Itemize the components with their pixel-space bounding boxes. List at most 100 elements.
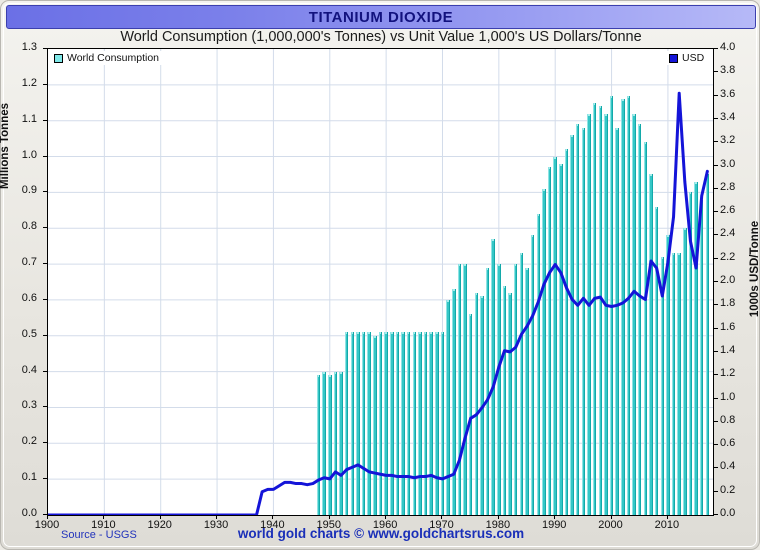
y-right-tick-0.4: 0.4 xyxy=(720,460,736,473)
bar-1968 xyxy=(429,332,433,515)
y-right-tickmark xyxy=(713,327,718,329)
x-tickmark xyxy=(216,515,218,519)
bar-1948 xyxy=(316,375,321,515)
y-right-tickmark xyxy=(713,304,718,306)
bar-1956 xyxy=(361,332,366,515)
bar-series-world-consumption xyxy=(48,49,713,515)
y-right-tickmark xyxy=(713,211,718,213)
bar-1984 xyxy=(519,253,524,515)
y-left-tick-0.3: 0.3 xyxy=(21,399,37,412)
y-right-tick-1.2: 1.2 xyxy=(720,367,736,380)
bar-2003 xyxy=(626,95,631,515)
y-right-tick-0.8: 0.8 xyxy=(720,413,736,426)
bar-1967 xyxy=(423,332,428,515)
bar-1970 xyxy=(440,332,445,515)
y-left-tick-1.1: 1.1 xyxy=(21,112,37,125)
bar-1959 xyxy=(378,332,383,515)
bar-1953 xyxy=(344,332,349,515)
x-tickmark xyxy=(47,515,48,519)
bar-1957 xyxy=(367,332,371,515)
bar-1963 xyxy=(401,332,405,515)
x-tickmark xyxy=(441,515,443,519)
y-left-tickmark xyxy=(43,227,47,229)
bar-1988 xyxy=(542,188,546,515)
y-right-tickmark xyxy=(713,141,718,143)
bar-1949 xyxy=(322,371,326,515)
x-tickmark xyxy=(328,515,330,519)
y-left-tick-0.0: 0.0 xyxy=(21,507,37,519)
y-left-tickmark xyxy=(43,155,47,157)
y-right-tick-3.6: 3.6 xyxy=(720,87,736,100)
x-tick-1930: 1930 xyxy=(203,519,229,531)
bar-2013 xyxy=(683,228,687,515)
y-right-tickmark xyxy=(713,467,718,469)
x-tick-2000: 2000 xyxy=(598,519,623,531)
y-left-tick-1.0: 1.0 xyxy=(21,148,37,161)
plot-area xyxy=(47,48,714,516)
y-left-tickmark xyxy=(43,48,47,49)
y-right-tick-1.4: 1.4 xyxy=(720,343,736,356)
bar-1989 xyxy=(547,167,552,515)
x-tickmark xyxy=(272,515,274,519)
source-note: Source - USGS xyxy=(61,529,137,541)
bar-1986 xyxy=(530,235,535,515)
y-left-tickmark xyxy=(43,478,47,480)
bar-1964 xyxy=(406,332,411,515)
y-right-tickmark xyxy=(713,374,718,376)
y-left-tick-0.1: 0.1 xyxy=(21,471,37,484)
y-right-tick-1.0: 1.0 xyxy=(720,390,736,403)
legend-world-consumption: World Consumption xyxy=(51,51,163,65)
y-right-tickmark xyxy=(713,350,718,352)
bar-1979 xyxy=(491,239,495,515)
bar-1973 xyxy=(457,264,462,515)
y-left-tickmark xyxy=(43,442,47,444)
y-left-tick-1.2: 1.2 xyxy=(21,76,37,89)
bar-1962 xyxy=(395,332,400,515)
bar-1978 xyxy=(485,267,490,515)
bar-1958 xyxy=(373,335,377,515)
bar-2005 xyxy=(637,124,642,515)
y-left-tick-0.7: 0.7 xyxy=(21,256,37,269)
bar-1980 xyxy=(497,264,501,515)
bar-2015 xyxy=(694,181,698,515)
y-right-tickmark xyxy=(713,514,718,515)
y-right-tick-2.2: 2.2 xyxy=(720,250,736,263)
y-right-tickmark xyxy=(713,164,718,166)
x-tickmark xyxy=(666,515,668,519)
chart-subtitle: World Consumption (1,000,000's Tonnes) v… xyxy=(120,29,642,45)
legend-swatch-consumption xyxy=(54,53,63,63)
x-tick-2010: 2010 xyxy=(654,519,680,531)
bar-1982 xyxy=(508,292,512,515)
x-tickmark xyxy=(610,515,612,519)
copyright-note: world gold charts © www.goldchartsrus.co… xyxy=(237,526,525,541)
bar-1965 xyxy=(412,332,417,515)
legend-label-consumption: World Consumption xyxy=(67,52,160,64)
bar-1960 xyxy=(384,332,388,515)
bar-2014 xyxy=(688,192,693,515)
y-left-tickmark xyxy=(43,334,47,336)
y-right-tick-1.6: 1.6 xyxy=(720,320,736,333)
y-left-tick-0.4: 0.4 xyxy=(21,363,37,376)
y-right-tick-4.0: 4.0 xyxy=(720,41,736,53)
bar-1997 xyxy=(592,102,597,515)
y-right-tick-1.8: 1.8 xyxy=(720,297,736,310)
bar-2011 xyxy=(671,253,676,515)
x-tickmark xyxy=(385,515,387,519)
y-right-tick-2.8: 2.8 xyxy=(720,180,736,193)
bar-1991 xyxy=(559,163,563,515)
y-right-tick-0.2: 0.2 xyxy=(720,483,736,496)
y-right-tick-3.4: 3.4 xyxy=(720,110,736,123)
y-right-tick-3.0: 3.0 xyxy=(720,157,736,170)
y-right-tickmark xyxy=(713,94,718,96)
bar-1994 xyxy=(575,124,580,515)
y-left-tick-0.5: 0.5 xyxy=(21,327,37,340)
y-left-tickmark xyxy=(43,298,47,300)
bar-1981 xyxy=(502,285,507,515)
y-left-tickmark xyxy=(43,83,47,85)
y-left-tickmark xyxy=(43,370,47,372)
bar-1996 xyxy=(587,113,591,515)
y-right-tickmark xyxy=(713,187,718,189)
y-right-tick-0.0: 0.0 xyxy=(720,507,736,519)
bar-1983 xyxy=(514,264,518,515)
bar-1955 xyxy=(356,332,360,515)
